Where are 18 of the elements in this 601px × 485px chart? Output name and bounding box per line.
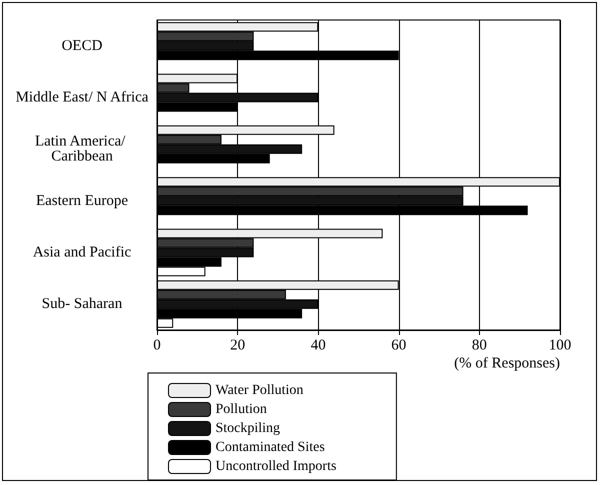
y-tick-label: Eastern Europe bbox=[36, 192, 128, 209]
x-tick-label: 100 bbox=[548, 338, 572, 354]
legend-label: Stockpiling bbox=[216, 421, 280, 436]
x-tick-label: 80 bbox=[472, 338, 487, 354]
x-tick-label: 0 bbox=[153, 338, 161, 354]
x-tick-label: 60 bbox=[391, 338, 406, 354]
y-tick-label: Middle East/ N Africa bbox=[16, 90, 149, 106]
y-tick-label: Asia and Pacific bbox=[32, 244, 132, 260]
y-tick-label: OECD bbox=[62, 38, 103, 54]
legend-label: Pollution bbox=[216, 402, 267, 417]
y-tick-label: Sub- Saharan bbox=[42, 296, 123, 312]
y-tick-label: Latin America/ Caribbean bbox=[34, 134, 130, 165]
legend-label: Contaminated Sites bbox=[216, 440, 325, 455]
x-tick-label: 40 bbox=[310, 338, 326, 354]
legend-label: Uncontrolled Imports bbox=[216, 459, 336, 474]
x-axis-title: (% of Responses) bbox=[454, 356, 560, 372]
x-tick-label: 20 bbox=[230, 338, 246, 354]
legend-label: Water Pollution bbox=[216, 383, 304, 398]
